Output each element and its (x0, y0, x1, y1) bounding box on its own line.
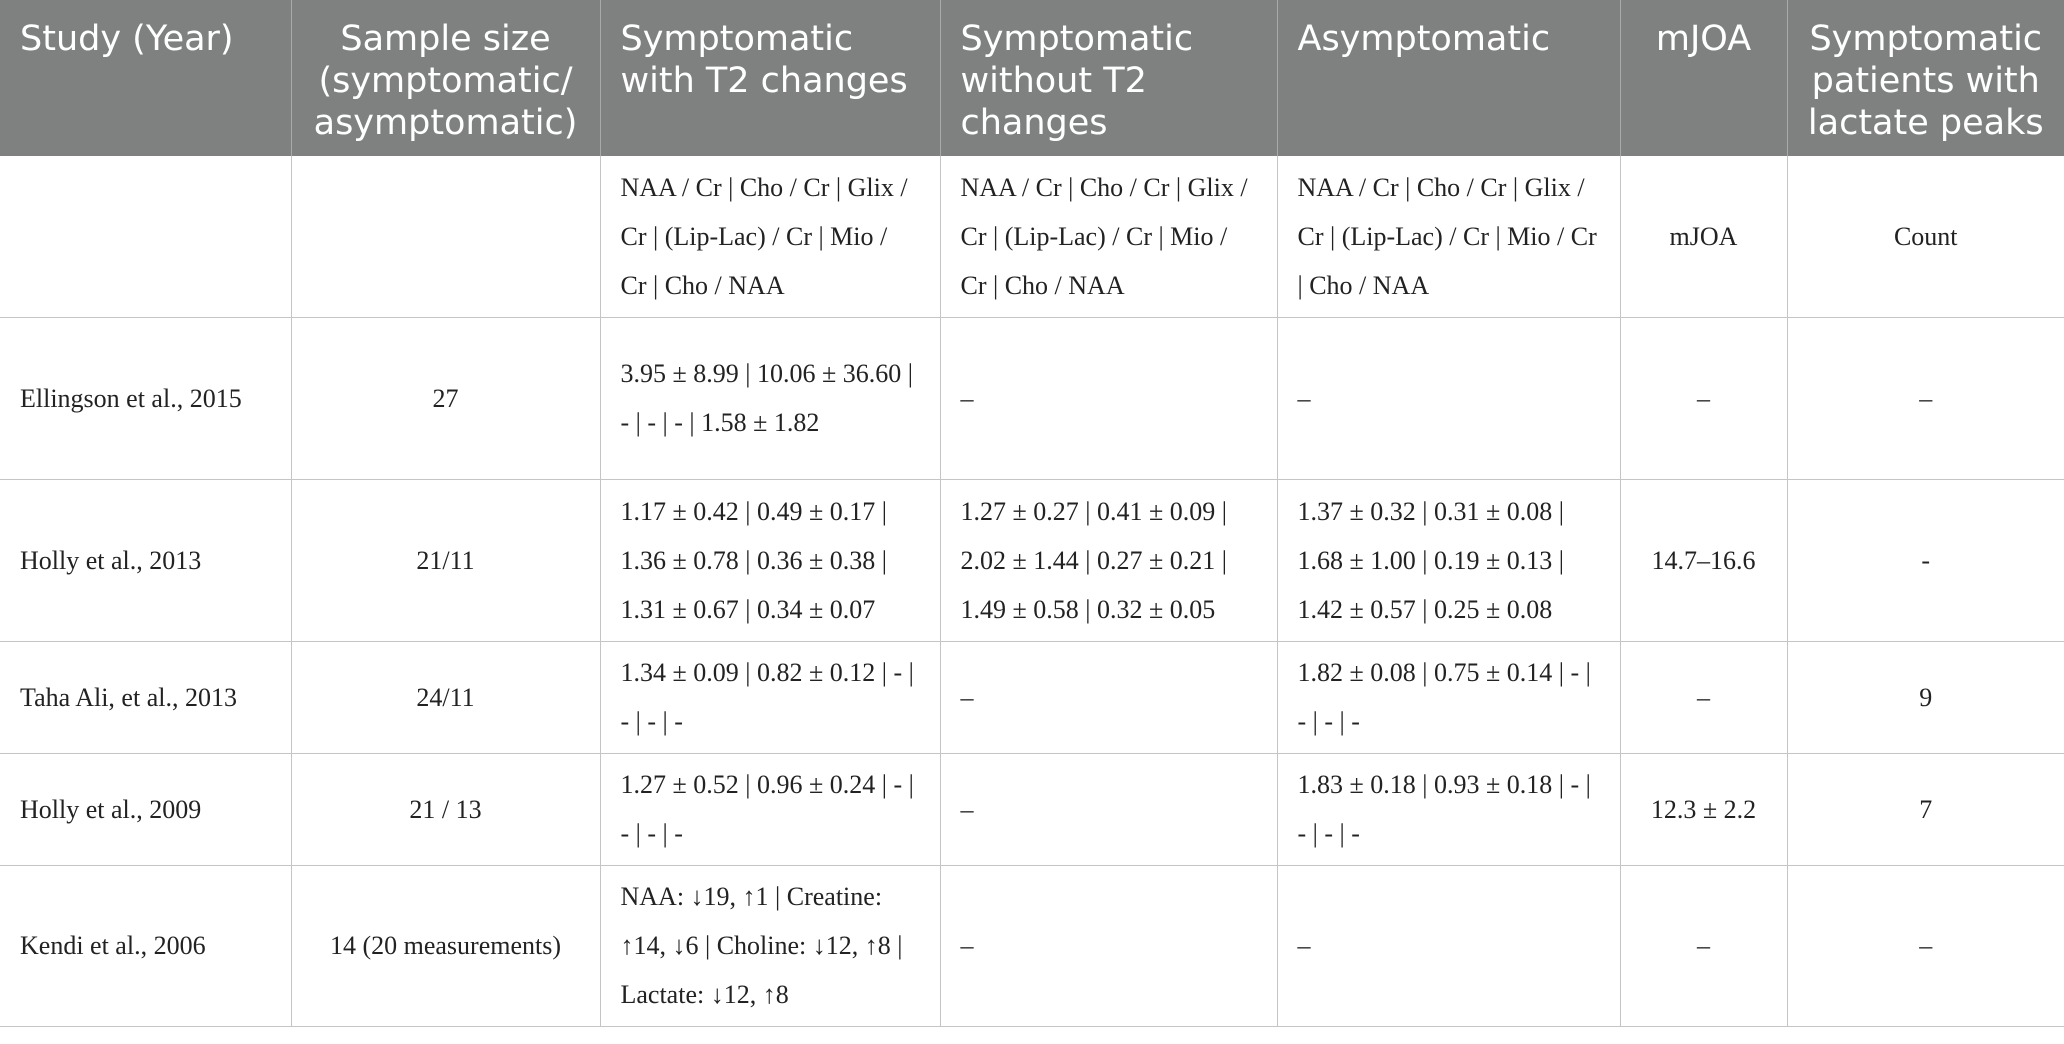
cell-asymptomatic: 1.83 ± 0.18 | 0.93 ± 0.18 | - | - | - | … (1277, 753, 1621, 866)
header-mjoa: mJOA (1620, 0, 1788, 156)
cell-sample-size (291, 156, 601, 318)
cell-sample-size: 21/11 (291, 479, 601, 642)
cell-lactate-peaks: 7 (1787, 753, 2064, 866)
table-row: Taha Ali, et al., 2013 24/11 1.34 ± 0.09… (0, 641, 2064, 754)
cell-symptomatic-no-t2: NAA / Cr | Cho / Cr | Glix / Cr | (Lip-L… (940, 156, 1278, 318)
cell-mjoa: – (1620, 865, 1788, 1027)
cell-symptomatic-no-t2: – (940, 753, 1278, 866)
table-row: Ellingson et al., 2015 27 3.95 ± 8.99 | … (0, 317, 2064, 480)
cell-sample-size: 21 / 13 (291, 753, 601, 866)
cell-lactate-peaks: - (1787, 479, 2064, 642)
cell-sample-size: 27 (291, 317, 601, 480)
cell-study: Taha Ali, et al., 2013 (0, 641, 292, 754)
cell-mjoa: – (1620, 641, 1788, 754)
header-study: Study (Year) (0, 0, 292, 156)
cell-study: Kendi et al., 2006 (0, 865, 292, 1027)
cell-lactate-peaks: – (1787, 317, 2064, 480)
cell-symptomatic-t2: 1.27 ± 0.52 | 0.96 ± 0.24 | - | - | - | … (600, 753, 941, 866)
cell-mjoa: 14.7–16.6 (1620, 479, 1788, 642)
header-symptomatic-t2: Symptomatic with T2 changes (600, 0, 941, 156)
cell-symptomatic-t2: 3.95 ± 8.99 | 10.06 ± 36.60 | - | - | - … (600, 317, 941, 480)
cell-lactate-peaks: 9 (1787, 641, 2064, 754)
cell-symptomatic-t2: 1.17 ± 0.42 | 0.49 ± 0.17 | 1.36 ± 0.78 … (600, 479, 941, 642)
header-sample-size: Sample size (symptomatic/ asymptomatic) (291, 0, 601, 156)
cell-symptomatic-no-t2: – (940, 865, 1278, 1027)
cell-mjoa: 12.3 ± 2.2 (1620, 753, 1788, 866)
cell-study: Holly et al., 2009 (0, 753, 292, 866)
cell-asymptomatic: 1.82 ± 0.08 | 0.75 ± 0.14 | - | - | - | … (1277, 641, 1621, 754)
cell-symptomatic-t2: NAA / Cr | Cho / Cr | Glix / Cr | (Lip-L… (600, 156, 941, 318)
header-symptomatic-no-t2: Symptomatic without T2 changes (940, 0, 1278, 156)
cell-asymptomatic: 1.37 ± 0.32 | 0.31 ± 0.08 | 1.68 ± 1.00 … (1277, 479, 1621, 642)
cell-asymptomatic: – (1277, 865, 1621, 1027)
header-row: Study (Year) Sample size (symptomatic/ a… (0, 0, 2064, 156)
cell-symptomatic-t2: 1.34 ± 0.09 | 0.82 ± 0.12 | - | - | - | … (600, 641, 941, 754)
cell-lactate-peaks: Count (1787, 156, 2064, 318)
cell-symptomatic-no-t2: – (940, 641, 1278, 754)
table-row: Holly et al., 2013 21/11 1.17 ± 0.42 | 0… (0, 479, 2064, 642)
cell-symptomatic-no-t2: – (940, 317, 1278, 480)
cell-mjoa: mJOA (1620, 156, 1788, 318)
cell-asymptomatic: NAA / Cr | Cho / Cr | Glix / Cr | (Lip-L… (1277, 156, 1621, 318)
cell-study: Ellingson et al., 2015 (0, 317, 292, 480)
cell-sample-size: 24/11 (291, 641, 601, 754)
cell-sample-size: 14 (20 measurements) (291, 865, 601, 1027)
cell-symptomatic-no-t2: 1.27 ± 0.27 | 0.41 ± 0.09 | 2.02 ± 1.44 … (940, 479, 1278, 642)
cell-asymptomatic: – (1277, 317, 1621, 480)
cell-symptomatic-t2: NAA: ↓19, ↑1 | Creatine: ↑14, ↓6 | Choli… (600, 865, 941, 1027)
header-lactate-peaks: Symptomatic patients with lactate peaks (1787, 0, 2064, 156)
cell-lactate-peaks: – (1787, 865, 2064, 1027)
header-asymptomatic: Asymptomatic (1277, 0, 1621, 156)
cell-mjoa: – (1620, 317, 1788, 480)
table-row: Holly et al., 2009 21 / 13 1.27 ± 0.52 |… (0, 753, 2064, 866)
table-row: NAA / Cr | Cho / Cr | Glix / Cr | (Lip-L… (0, 156, 2064, 318)
table-row: Kendi et al., 2006 14 (20 measurements) … (0, 865, 2064, 1027)
cell-study (0, 156, 292, 318)
cell-study: Holly et al., 2013 (0, 479, 292, 642)
